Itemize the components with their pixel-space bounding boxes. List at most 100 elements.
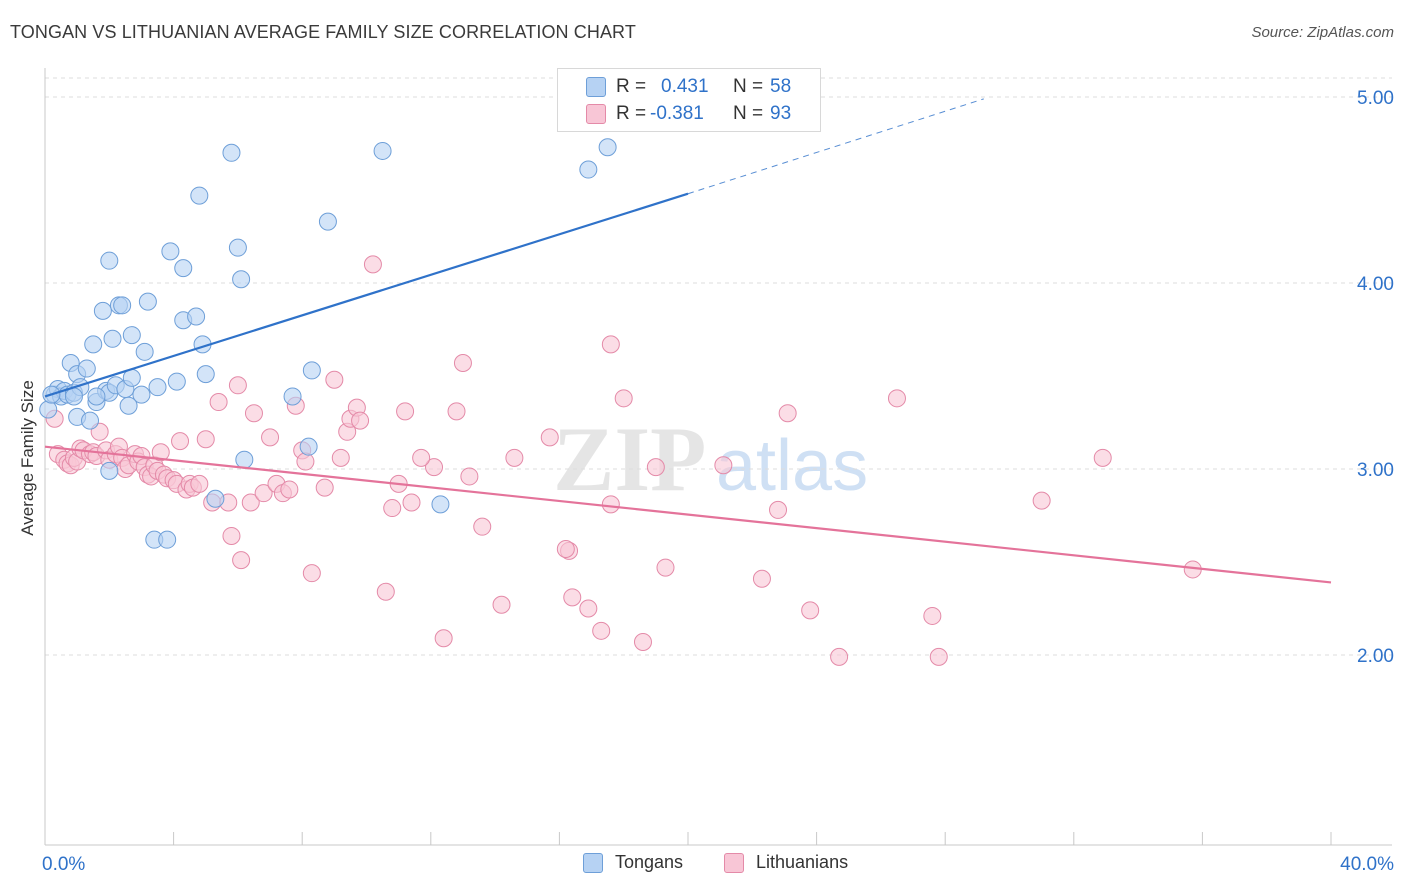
tongan-point <box>81 411 100 430</box>
tongan-point <box>228 238 247 257</box>
tongan-point <box>135 342 154 361</box>
r-label: R = <box>616 76 647 97</box>
lithuanian-point <box>254 484 273 503</box>
chart-source: Source: ZipAtlas.com <box>1251 24 1394 41</box>
lithuanian-point <box>460 467 479 486</box>
lithuanian-point <box>646 458 665 477</box>
lithuanian-point <box>505 448 524 467</box>
lithuanian-point <box>325 370 344 389</box>
lithuanian-point <box>363 255 382 274</box>
lithuanian-point <box>396 402 415 421</box>
x-tick-label: 0.0% <box>42 854 85 875</box>
legend-item-tongans[interactable]: Tongans <box>583 852 683 873</box>
lithuanian-point <box>473 517 492 536</box>
watermark-atlas: atlas <box>716 426 868 506</box>
lithuanian-legend-swatch <box>724 852 744 873</box>
tongan-point <box>190 186 209 205</box>
tongan-point <box>167 372 186 391</box>
tongan-point <box>174 259 193 278</box>
lithuanian-point <box>331 448 350 467</box>
lithuanian-point <box>425 458 444 477</box>
lithuanian-point <box>232 551 251 570</box>
lithuanian-point <box>434 629 453 648</box>
chart-title: TONGAN VS LITHUANIAN AVERAGE FAMILY SIZE… <box>10 22 636 42</box>
n-value: 93 <box>770 103 792 124</box>
lithuanian-point <box>601 335 620 354</box>
tongan-point <box>196 365 215 384</box>
lithuanian-point <box>656 558 675 577</box>
watermark: ZIP atlas <box>553 408 868 510</box>
y-tick-label: 2.00 <box>1357 646 1394 667</box>
tongan-trend-extension <box>687 98 984 195</box>
legend-label-tongans: Tongans <box>615 852 684 872</box>
lithuanian-point <box>556 539 575 558</box>
legend-item-lithuanians[interactable]: Lithuanians <box>724 852 848 873</box>
trend-lines <box>44 98 1332 584</box>
lithuanian-point <box>633 632 652 651</box>
tongan-point <box>87 387 106 406</box>
tongan-swatch <box>586 77 606 97</box>
legend: Tongans Lithuanians <box>0 852 1406 876</box>
y-tick-label: 4.00 <box>1357 274 1394 295</box>
lithuanian-point <box>209 393 228 412</box>
x-tick-label: 40.0% <box>1340 854 1394 875</box>
lithuanian-point <box>151 443 170 462</box>
lithuanian-point <box>752 569 771 588</box>
tongan-point <box>158 530 177 549</box>
axis-ticks: 2.00 3.00 4.00 5.00 0.0% 40.0% <box>42 88 1394 875</box>
lithuanian-point <box>830 647 849 666</box>
lithuanian-point <box>196 430 215 449</box>
lithuanian-point <box>280 480 299 499</box>
tongan-point <box>206 489 225 508</box>
lithuanian-point <box>614 389 633 408</box>
lithuanian-point <box>923 606 942 625</box>
tongan-point <box>579 160 598 179</box>
y-axis-label: Average Family Size <box>18 380 37 536</box>
lithuanian-point <box>801 601 820 620</box>
tongan-point <box>318 212 337 231</box>
lithuanian-points <box>45 255 1202 666</box>
lithuanian-point <box>929 647 948 666</box>
lithuanian-point <box>778 404 797 423</box>
tongan-point <box>122 326 141 345</box>
tongan-point <box>431 495 450 514</box>
lithuanian-point <box>376 582 395 601</box>
lithuanian-point <box>171 432 190 451</box>
legend-label-lithuanians: Lithuanians <box>756 852 849 872</box>
lithuanian-point <box>601 495 620 514</box>
lithuanian-point <box>769 500 788 519</box>
tongan-point <box>187 307 206 326</box>
r-value: 0.431 <box>661 76 709 97</box>
stats-box: R = 0.431 N = 58 R = -0.381 N = 93 <box>557 68 821 132</box>
lithuanian-point <box>302 564 321 583</box>
stats-row-lithuanians: R = -0.381 N = 93 <box>558 100 820 128</box>
tongan-legend-swatch <box>583 852 603 873</box>
tongan-point <box>373 141 392 160</box>
tongan-point <box>113 296 132 315</box>
tongan-point <box>598 138 617 157</box>
lithuanian-point <box>296 452 315 471</box>
tongan-point <box>77 359 96 378</box>
tongan-point <box>302 361 321 380</box>
lithuanian-point <box>1032 491 1051 510</box>
lithuanian-swatch <box>586 104 606 124</box>
tongan-point <box>138 292 157 311</box>
n-value: 58 <box>770 76 792 97</box>
lithuanian-point <box>241 493 260 512</box>
lithuanian-point <box>887 389 906 408</box>
lithuanian-point <box>315 478 334 497</box>
lithuanian-point <box>228 376 247 395</box>
tongan-point <box>132 385 151 404</box>
tongan-trend-line <box>44 192 689 398</box>
tongan-point <box>235 450 254 469</box>
lithuanian-point <box>412 448 431 467</box>
tongan-point <box>232 270 251 289</box>
lithuanian-point <box>492 595 511 614</box>
lithuanian-point <box>563 588 582 607</box>
n-label: N = <box>733 76 764 97</box>
lithuanian-point <box>579 599 598 618</box>
tongan-point <box>161 242 180 261</box>
lithuanian-point <box>244 404 263 423</box>
tongan-point <box>119 396 138 415</box>
